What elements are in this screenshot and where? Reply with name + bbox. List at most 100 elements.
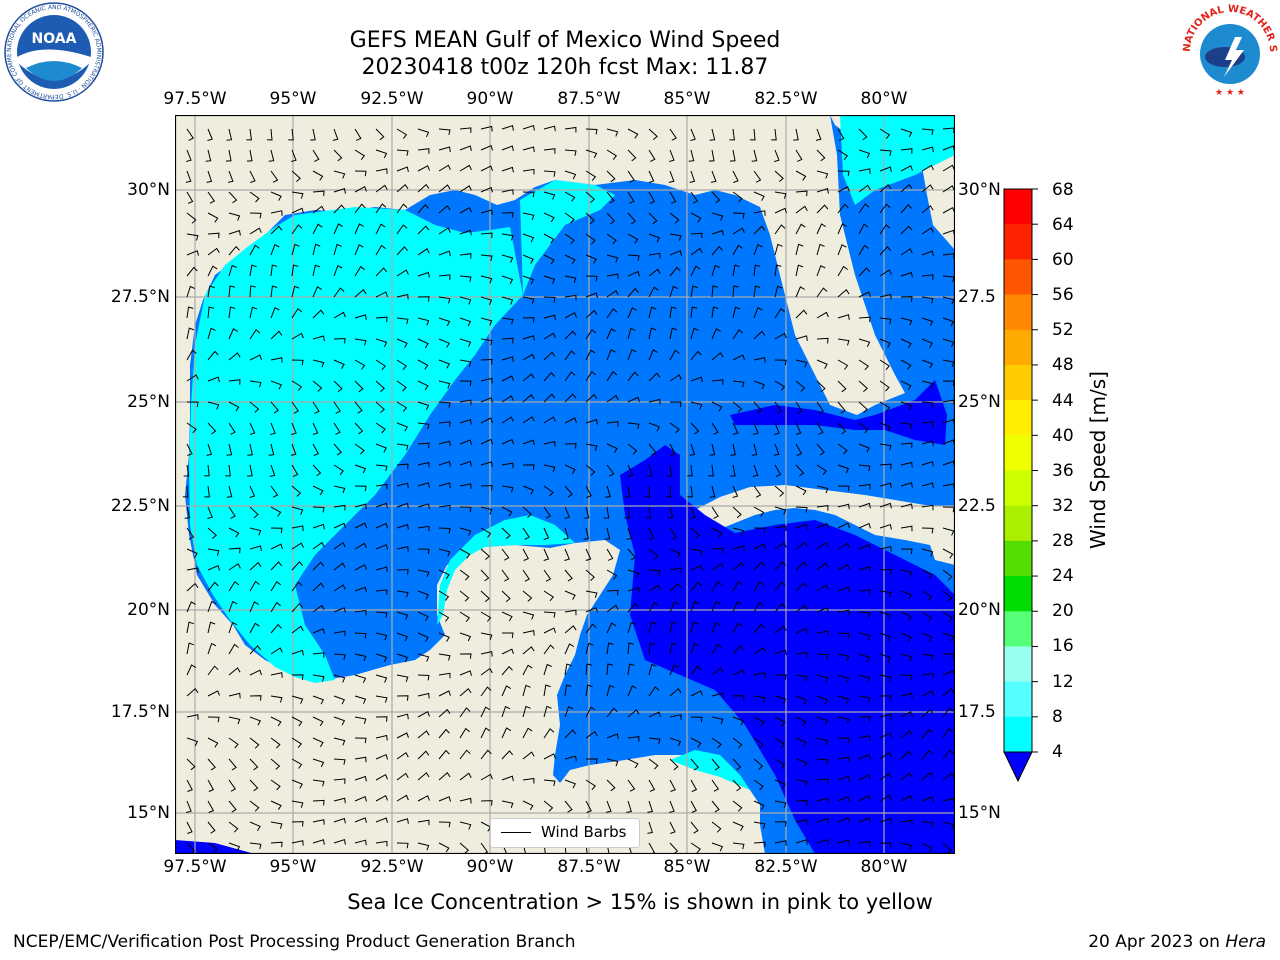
wind-barb	[690, 821, 699, 834]
wind-barb	[606, 254, 619, 263]
wind-barb	[774, 525, 787, 532]
wind-barb	[627, 602, 639, 613]
wind-barb	[900, 750, 913, 760]
wind-barb	[921, 205, 934, 214]
wind-barb	[816, 695, 829, 705]
wind-barb	[690, 737, 702, 748]
wind-barb	[732, 758, 742, 771]
wind-barb	[585, 779, 596, 791]
wind-barb	[942, 611, 954, 623]
wind-barb	[396, 463, 409, 470]
wind-barb	[354, 443, 365, 455]
wind-barb	[816, 839, 829, 845]
wind-barb	[564, 464, 576, 475]
wind-barb	[921, 440, 934, 447]
wind-barb	[522, 629, 535, 636]
wind-barb	[711, 212, 724, 221]
wind-barb	[627, 709, 640, 718]
wind-barb	[729, 149, 736, 162]
wind-barb	[396, 183, 409, 193]
wind-barb	[606, 289, 619, 298]
wind-barb	[564, 548, 570, 561]
wind-barb	[648, 422, 661, 432]
lon-label-bottom: 82.5°W	[754, 857, 818, 877]
wind-barb	[501, 395, 514, 403]
wind-barb	[459, 590, 470, 602]
wind-barb	[522, 168, 535, 175]
wind-barb	[186, 306, 194, 319]
wind-barb	[708, 149, 715, 162]
wind-barb	[438, 504, 451, 511]
wind-barb	[774, 506, 787, 515]
wind-barb	[226, 485, 233, 498]
wind-barb	[522, 727, 533, 739]
wind-barb	[627, 371, 639, 382]
wind-barb	[354, 796, 367, 802]
wind-barb	[564, 191, 576, 202]
wind-barb	[795, 335, 808, 341]
wind-barb	[585, 590, 598, 598]
wind-barb	[270, 330, 283, 340]
wind-barb	[354, 185, 367, 193]
wind-barb	[207, 265, 218, 277]
wind-barb	[837, 839, 850, 846]
wind-barb	[942, 185, 955, 193]
wind-barb	[858, 734, 871, 741]
wind-barb	[459, 418, 472, 425]
wind-barb	[480, 296, 493, 306]
lon-label-bottom: 92.5°W	[360, 857, 424, 877]
wind-barb	[459, 253, 472, 259]
wind-barb	[459, 821, 472, 830]
wind-barb	[270, 841, 283, 848]
wind-barb	[480, 397, 493, 403]
wind-barb	[837, 401, 846, 414]
wind-barb	[690, 527, 700, 539]
lat-label-left: 27.5°N	[110, 287, 170, 307]
wind-barb	[291, 779, 303, 789]
wind-barb	[291, 737, 303, 749]
wind-barb	[774, 625, 787, 634]
wind-barb	[417, 819, 430, 826]
wind-barb	[543, 506, 552, 519]
lat-label-left: 17.5°N	[110, 702, 170, 722]
wind-barb	[879, 674, 892, 682]
wind-barb	[879, 443, 892, 451]
wind-barb	[837, 464, 850, 474]
wind-barb	[207, 565, 220, 571]
wind-barb	[774, 840, 787, 846]
wind-barb	[921, 749, 933, 760]
wind-barb	[228, 379, 241, 385]
wind-barb	[354, 223, 364, 235]
wind-barb	[816, 464, 827, 476]
wind-barb	[732, 380, 745, 388]
wind-barb	[690, 285, 698, 298]
wind-barb	[585, 233, 596, 245]
lat-label-left: 22.5°N	[110, 496, 170, 516]
wind-barb	[816, 817, 829, 824]
wind-barb	[795, 561, 808, 571]
wind-barb	[795, 243, 804, 256]
wind-barb	[732, 561, 745, 571]
wind-barb	[249, 737, 260, 749]
wind-barb	[207, 621, 216, 634]
wind-barb	[858, 203, 870, 214]
wind-barb	[795, 309, 808, 319]
wind-barb	[459, 206, 472, 214]
wind-barb	[858, 544, 871, 550]
wind-barb	[606, 733, 619, 740]
wind-barb	[417, 692, 430, 699]
wind-barb	[226, 128, 233, 141]
wind-barb	[438, 527, 451, 534]
wind-barb	[333, 264, 343, 277]
wind-barb	[583, 506, 590, 519]
wind-barb	[522, 611, 535, 620]
wind-barb	[291, 264, 299, 277]
legend-line-icon	[501, 832, 531, 833]
wind-barb	[816, 401, 824, 414]
wind-barb	[480, 484, 493, 491]
wind-barb	[438, 460, 451, 467]
wind-barb	[732, 622, 743, 634]
wind-barb	[291, 422, 297, 435]
wind-barb	[186, 443, 193, 456]
wind-barb	[270, 647, 283, 655]
